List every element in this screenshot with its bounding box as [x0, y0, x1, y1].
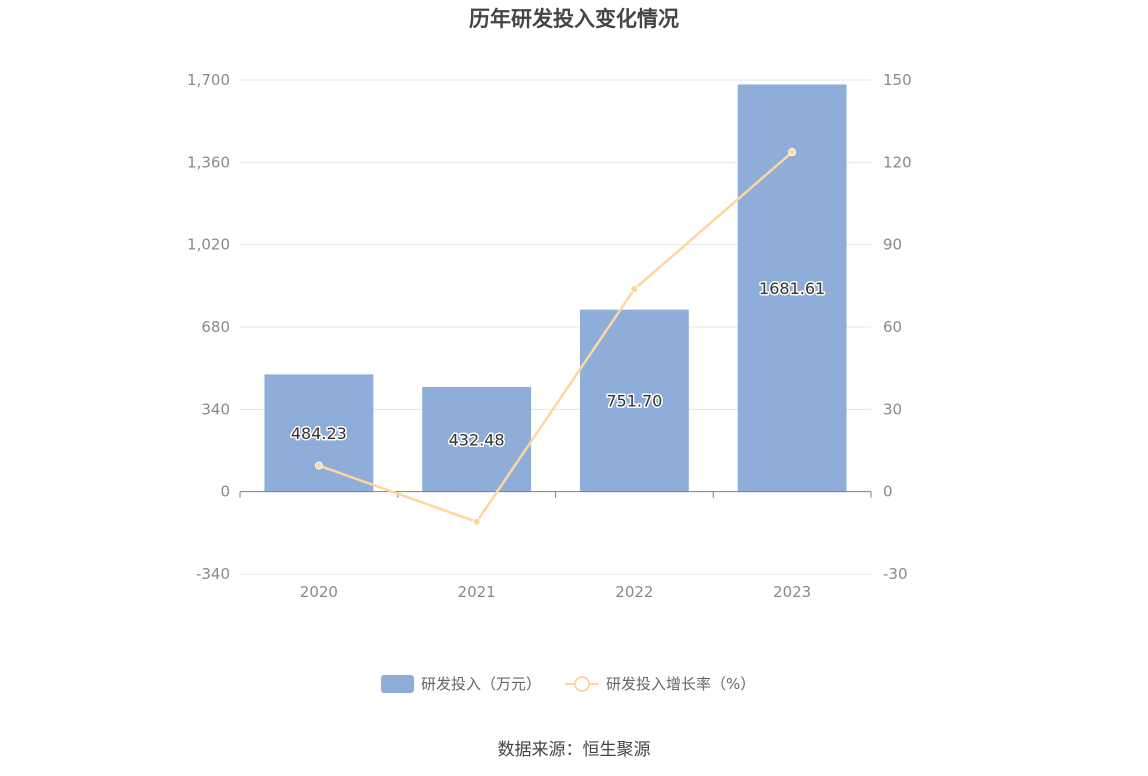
right-y-axis: -30 0 30 60 90 120 150 [883, 71, 912, 583]
legend-item-bar[interactable]: 研发投入（万元） [381, 675, 541, 693]
right-tick-label: 30 [883, 400, 902, 418]
legend: 研发投入（万元） 研发投入增长率（%） [381, 675, 755, 693]
legend-item-line[interactable]: 研发投入增长率（%） [565, 675, 755, 693]
growth-point [472, 517, 481, 526]
left-y-axis: -340 0 340 680 1,020 1,360 1,700 [187, 71, 230, 583]
bar [579, 309, 689, 492]
left-tick-label: -340 [196, 565, 230, 583]
left-tick-label: 1,700 [187, 71, 230, 89]
bar-value-label: 1681.61 [759, 279, 825, 298]
bar [422, 386, 532, 492]
left-tick-label: 680 [201, 318, 230, 336]
left-tick-label: 1,020 [187, 236, 230, 254]
data-source: 数据来源：恒生聚源 [498, 740, 651, 760]
legend-line-marker [574, 676, 590, 692]
chart-title: 历年研发投入变化情况 [469, 7, 679, 31]
bar-value-labels: 484.23 432.48 751.70 1681.61 [289, 278, 826, 451]
legend-bar-label: 研发投入（万元） [421, 675, 541, 693]
x-axis: 2020 2021 2022 2023 [239, 491, 872, 601]
growth-line [318, 151, 793, 524]
bar-value-label: 751.70 [606, 392, 662, 411]
right-tick-label: 150 [883, 71, 912, 89]
right-tick-label: 120 [883, 153, 912, 171]
growth-point [314, 461, 323, 470]
bar-value-label: 432.48 [449, 430, 505, 449]
line-series [314, 148, 797, 526]
x-tick-label: 2021 [458, 583, 496, 601]
right-tick-label: 60 [883, 318, 902, 336]
right-tick-label: 90 [883, 236, 902, 254]
right-tick-label: -30 [883, 565, 908, 583]
legend-bar-swatch [381, 675, 414, 693]
legend-line-label: 研发投入增长率（%） [606, 675, 755, 693]
growth-point [788, 148, 797, 157]
bar-value-label: 484.23 [291, 424, 347, 443]
x-tick-label: 2022 [615, 583, 653, 601]
left-tick-label: 340 [201, 400, 230, 418]
x-tick-label: 2020 [300, 583, 338, 601]
left-tick-label: 1,360 [187, 153, 230, 171]
right-tick-label: 0 [883, 483, 893, 501]
x-tick-label: 2023 [773, 583, 811, 601]
growth-point [630, 285, 639, 294]
bar [264, 374, 374, 492]
left-tick-label: 0 [220, 483, 230, 501]
